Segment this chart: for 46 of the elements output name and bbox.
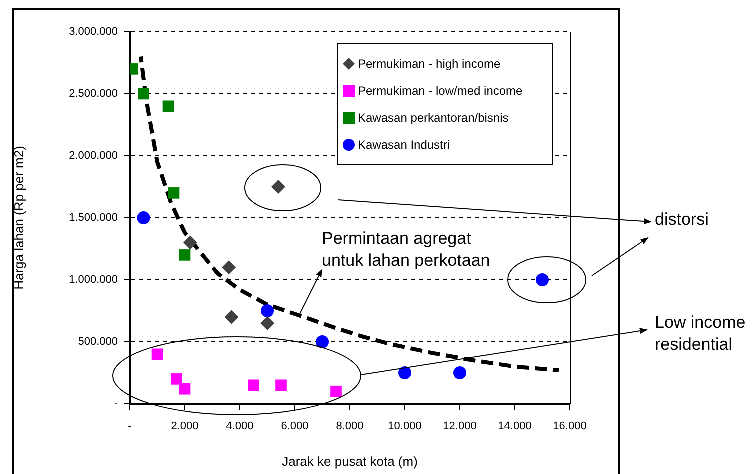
point xyxy=(248,380,260,392)
x-tick-label: 2.000 xyxy=(171,420,199,433)
point xyxy=(184,236,198,250)
point xyxy=(276,380,287,392)
x-tick-label: 10.000 xyxy=(388,420,422,433)
point xyxy=(162,100,174,112)
point xyxy=(179,250,191,261)
y-tick-label: 3.000.000 xyxy=(69,26,118,38)
legend-label: Kawasan perkantoran/bisnis xyxy=(358,110,509,124)
y-tick-label: 500.000 xyxy=(78,336,118,348)
y-tick-label: 1.500.000 xyxy=(69,212,118,224)
y-axis-title: Harga lahan (Rp per m2) xyxy=(11,146,26,290)
x-tick-label: 8.000 xyxy=(336,420,364,433)
point xyxy=(261,304,274,318)
point xyxy=(398,366,412,380)
text: Low income residential xyxy=(655,312,747,356)
legend-label: Permukiman - high income xyxy=(358,56,501,70)
point xyxy=(137,212,150,224)
y-tick-label: 1.000.000 xyxy=(69,274,118,286)
point xyxy=(454,366,466,380)
point xyxy=(138,88,150,100)
point xyxy=(272,180,286,194)
point xyxy=(222,260,236,275)
text: distorsi xyxy=(655,209,710,231)
point xyxy=(260,316,274,330)
x-tick-label: 12.000 xyxy=(443,420,477,433)
x-tick-label: 16.000 xyxy=(553,420,587,433)
x-axis-title: Jarak ke pusat kota (m) xyxy=(282,454,418,469)
x-tick-label: 6.000 xyxy=(281,420,309,433)
annotation: Permintaan agregat untuk lahan perkotaan xyxy=(322,228,492,272)
point xyxy=(536,274,549,286)
y-tick-label: - xyxy=(114,398,118,410)
point xyxy=(179,383,191,395)
x-tick-label: - xyxy=(128,420,132,433)
point xyxy=(224,310,239,324)
point xyxy=(330,386,342,398)
x-tick-label: 4.000 xyxy=(226,420,254,433)
legend-label: Permukiman - low/med income xyxy=(358,84,523,98)
point xyxy=(171,374,182,385)
y-tick-label: 2.500.000 xyxy=(69,88,118,100)
point xyxy=(316,336,329,348)
x-tick-label: 14.000 xyxy=(498,420,532,433)
legend-label: Kawasan Industri xyxy=(358,138,450,152)
point xyxy=(152,348,164,360)
y-tick-label: 2.000.000 xyxy=(69,150,118,162)
point xyxy=(168,188,180,199)
